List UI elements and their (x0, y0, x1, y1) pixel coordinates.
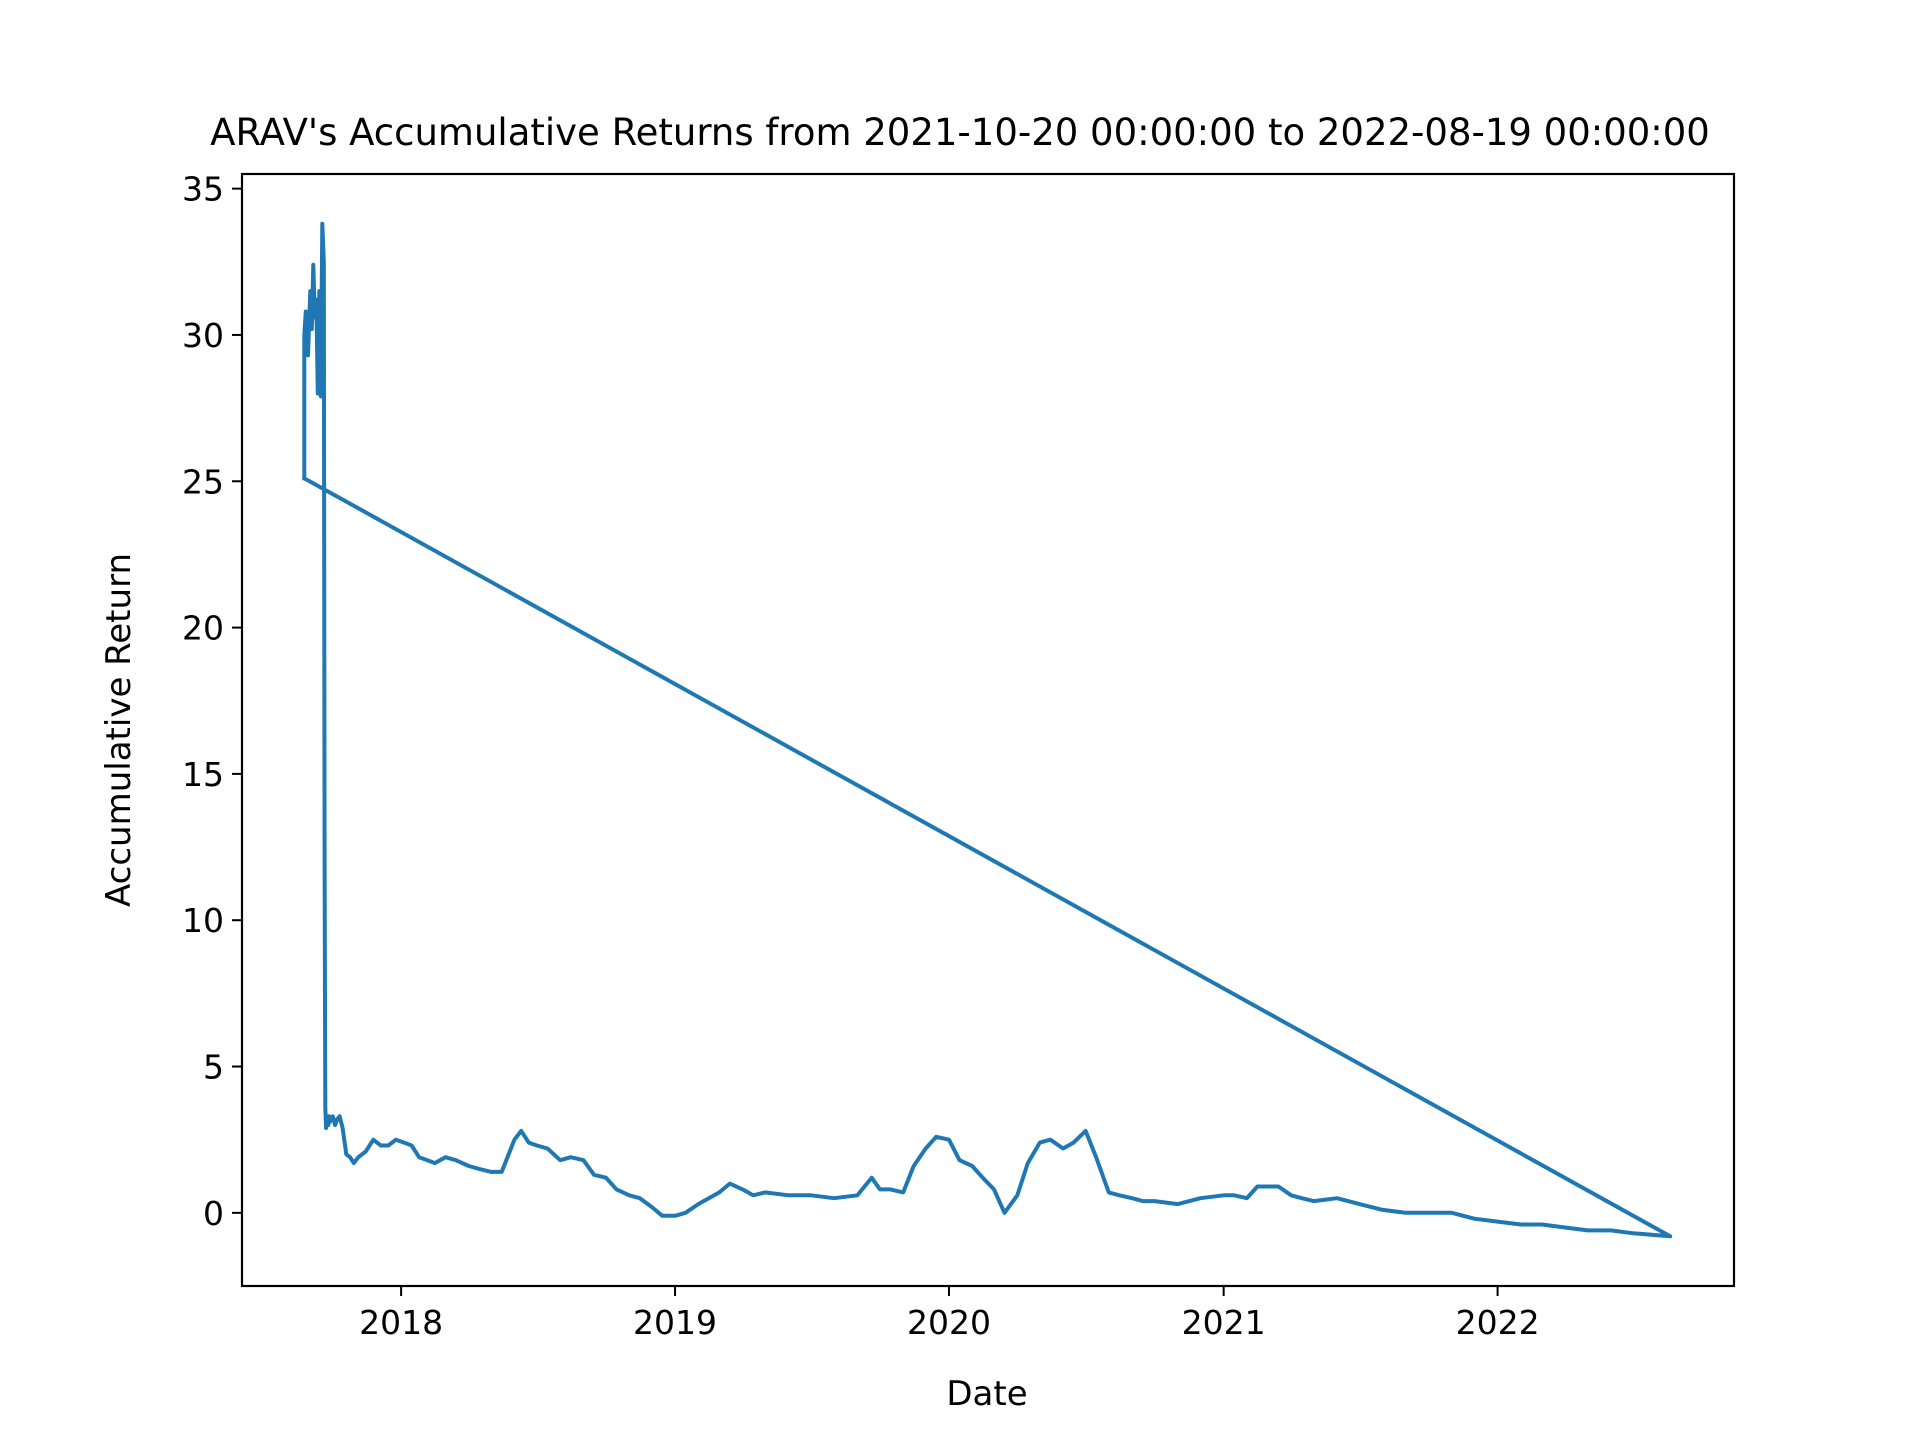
y-tick-label: 30 (182, 316, 224, 355)
axes-frame (240, 172, 1736, 1288)
x-axis-ticks: 2018 2019 2020 2021 2022 (359, 1286, 1540, 1342)
x-tick-label: 2022 (1456, 1303, 1540, 1342)
x-tick-label: 2018 (359, 1303, 443, 1342)
y-tick-label: 0 (203, 1194, 224, 1233)
y-axis-ticks: 0 5 10 15 20 25 30 35 (182, 170, 242, 1233)
series-line (301, 221, 1673, 1239)
x-axis-label: Date (946, 1374, 1027, 1414)
y-tick-label: 10 (182, 901, 224, 940)
x-tick-label: 2021 (1182, 1303, 1266, 1342)
y-tick-label: 15 (182, 755, 224, 794)
x-tick-label: 2019 (633, 1303, 717, 1342)
y-tick-label: 35 (182, 170, 224, 209)
y-tick-label: 5 (203, 1048, 224, 1087)
y-axis-label: Accumulative Return (99, 553, 139, 907)
y-tick-label: 20 (182, 609, 224, 648)
chart-title: ARAV's Accumulative Returns from 2021-10… (210, 111, 1710, 154)
x-tick-label: 2020 (907, 1303, 991, 1342)
plot-area (240, 172, 1736, 1288)
y-tick-label: 25 (182, 462, 224, 501)
